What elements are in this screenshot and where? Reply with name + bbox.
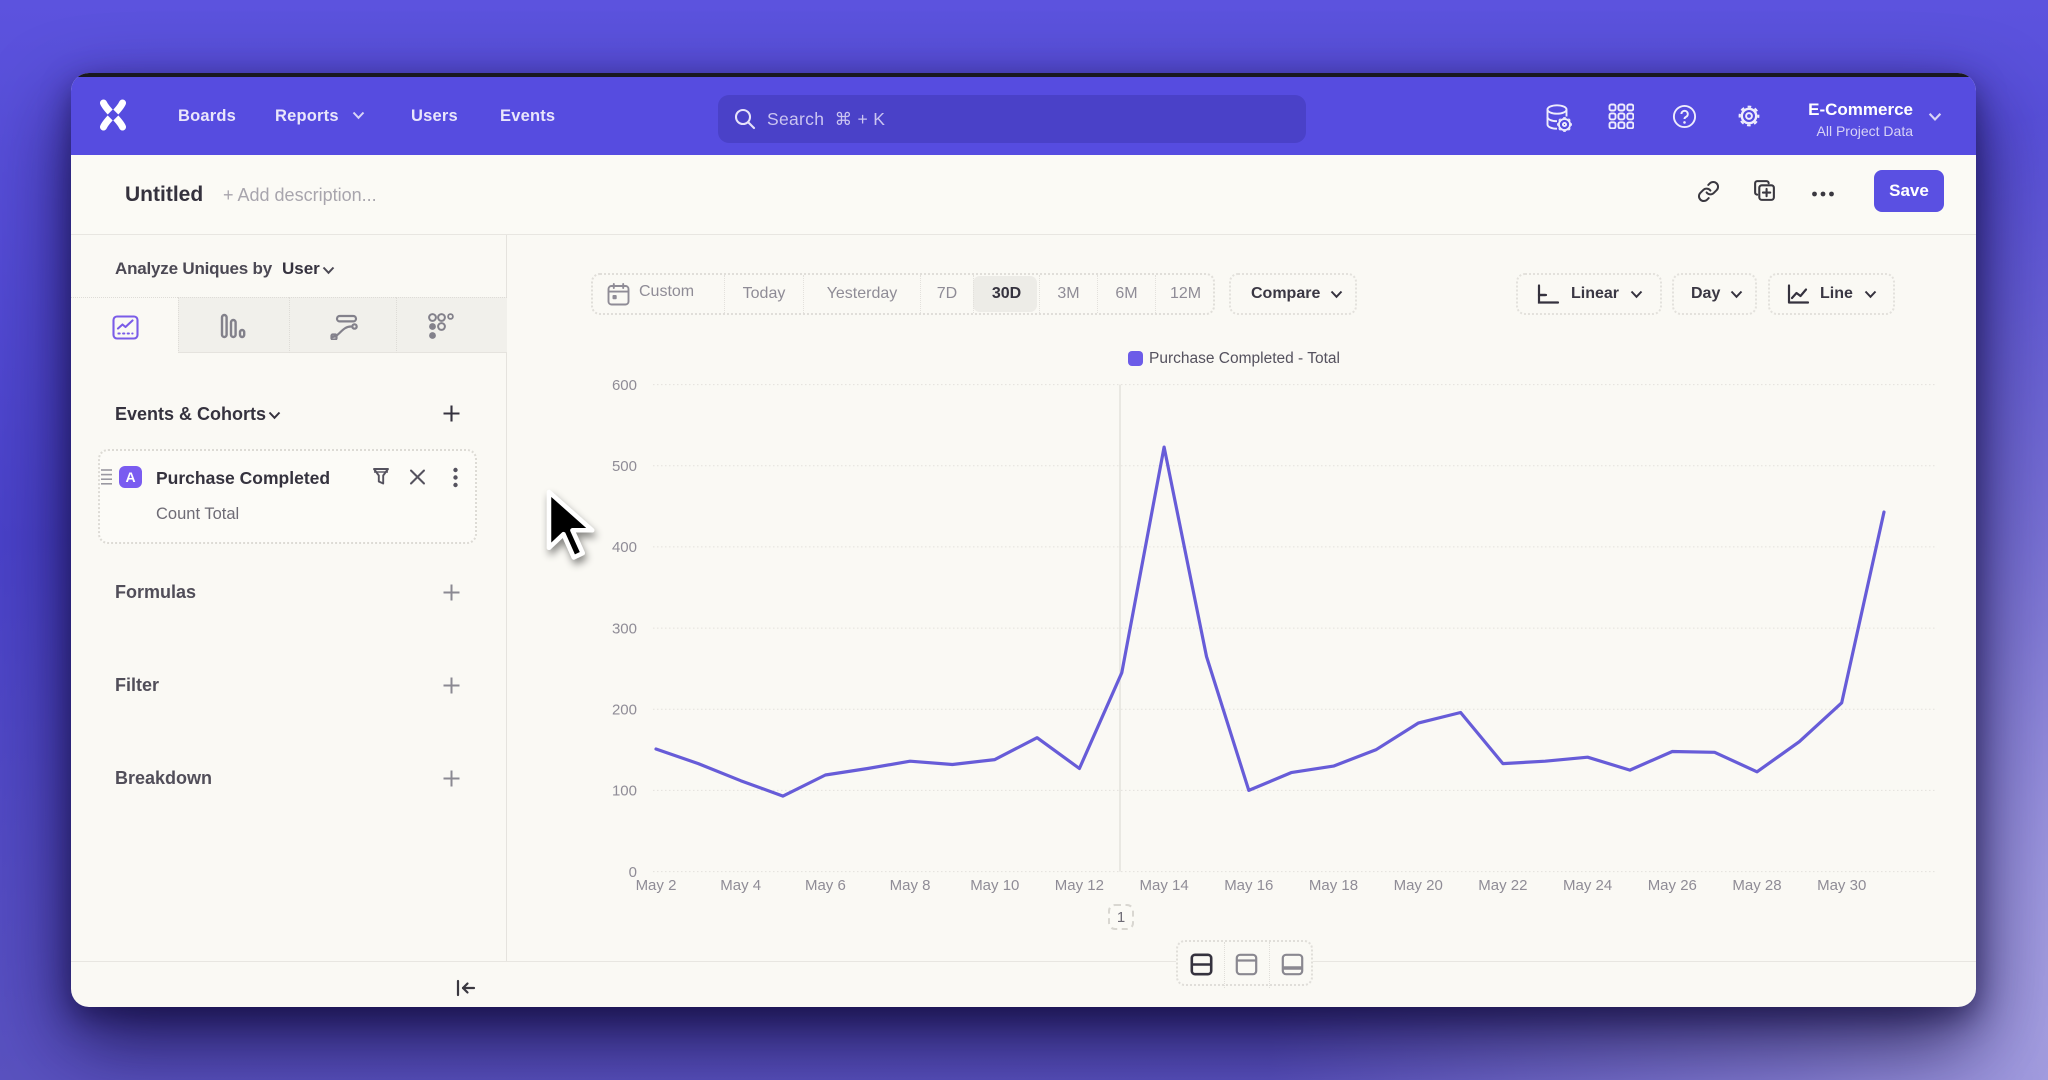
- svg-text:500: 500: [612, 458, 637, 475]
- svg-text:May 14: May 14: [1139, 877, 1188, 894]
- svg-text:May 20: May 20: [1394, 877, 1443, 894]
- svg-text:300: 300: [612, 620, 637, 637]
- svg-text:200: 200: [612, 702, 637, 719]
- svg-text:400: 400: [612, 539, 637, 556]
- svg-text:May 18: May 18: [1309, 877, 1358, 894]
- svg-text:May 16: May 16: [1224, 877, 1273, 894]
- svg-text:May 2: May 2: [636, 877, 677, 894]
- svg-text:May 30: May 30: [1817, 877, 1866, 894]
- svg-text:May 10: May 10: [970, 877, 1019, 894]
- svg-text:100: 100: [612, 783, 637, 800]
- svg-text:May 28: May 28: [1732, 877, 1781, 894]
- svg-text:May 24: May 24: [1563, 877, 1612, 894]
- svg-text:May 8: May 8: [890, 877, 931, 894]
- svg-text:May 4: May 4: [720, 877, 761, 894]
- svg-text:0: 0: [629, 864, 637, 881]
- svg-text:600: 600: [612, 377, 637, 394]
- svg-text:May 12: May 12: [1055, 877, 1104, 894]
- svg-text:May 6: May 6: [805, 877, 846, 894]
- svg-text:May 22: May 22: [1478, 877, 1527, 894]
- svg-text:May 26: May 26: [1648, 877, 1697, 894]
